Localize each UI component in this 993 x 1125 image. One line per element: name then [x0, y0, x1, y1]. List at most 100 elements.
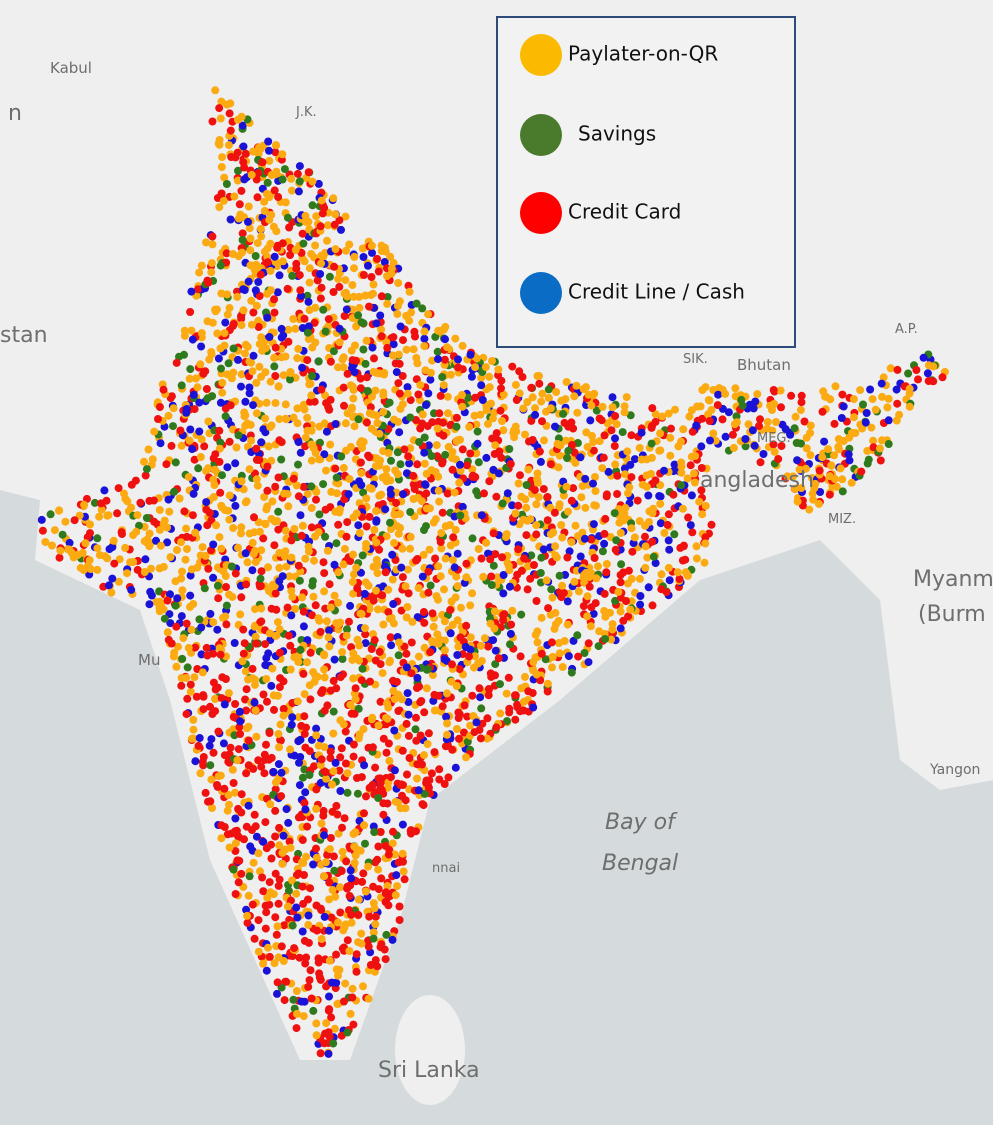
- location-dot: [209, 540, 218, 549]
- location-dot: [202, 498, 211, 507]
- location-dot: [527, 551, 536, 560]
- location-dot: [340, 997, 348, 1006]
- location-dot: [284, 631, 293, 640]
- location-dot: [257, 232, 266, 241]
- location-dot: [237, 477, 246, 486]
- location-dot: [574, 652, 583, 661]
- location-dot: [215, 457, 224, 466]
- location-dot: [271, 343, 280, 352]
- location-dot: [385, 614, 394, 623]
- location-dot: [686, 521, 695, 530]
- location-dot: [273, 978, 282, 987]
- location-dot: [456, 466, 465, 475]
- location-dot: [499, 426, 508, 435]
- location-dot: [249, 308, 258, 317]
- location-dot: [361, 839, 369, 848]
- location-dot: [686, 461, 695, 470]
- location-dot: [426, 375, 435, 384]
- location-dot: [687, 491, 696, 500]
- location-dot: [294, 869, 303, 878]
- location-dot: [361, 578, 370, 587]
- location-dot: [204, 464, 212, 473]
- location-dot: [387, 525, 395, 534]
- location-dot: [308, 372, 317, 380]
- location-dot: [687, 452, 696, 461]
- location-dot: [313, 276, 322, 285]
- location-dot: [651, 559, 660, 568]
- location-dot: [511, 509, 520, 518]
- location-dot: [237, 523, 246, 532]
- location-dot: [220, 751, 229, 760]
- location-dot: [893, 399, 902, 408]
- location-dot: [241, 349, 249, 358]
- location-dot: [443, 689, 451, 698]
- location-dot: [398, 695, 406, 704]
- location-dot: [301, 805, 310, 814]
- location-dot: [488, 434, 497, 443]
- location-dot: [607, 635, 616, 644]
- location-dot: [312, 1031, 321, 1040]
- location-dot: [448, 620, 457, 629]
- location-dot: [329, 707, 338, 716]
- location-dot: [266, 800, 275, 809]
- location-dot: [312, 212, 321, 221]
- location-dot: [132, 527, 141, 536]
- location-dot: [876, 456, 885, 465]
- location-dot: [309, 1006, 318, 1015]
- location-dot: [218, 673, 227, 682]
- location-dot: [268, 497, 277, 506]
- location-dot: [216, 650, 225, 659]
- location-dot: [359, 345, 368, 354]
- location-dot: [231, 814, 240, 823]
- location-dot: [491, 441, 500, 450]
- location-dot: [382, 465, 391, 474]
- location-dot: [234, 804, 243, 813]
- location-dot: [154, 415, 162, 423]
- location-dot: [546, 610, 555, 619]
- location-dot: [383, 299, 392, 308]
- location-dot: [404, 710, 413, 719]
- location-dot: [365, 605, 374, 613]
- location-dot: [683, 474, 692, 483]
- location-dot: [892, 385, 901, 394]
- location-dot: [392, 522, 401, 531]
- location-dot: [188, 511, 197, 520]
- location-dot: [384, 739, 393, 748]
- location-dot: [323, 236, 331, 245]
- location-dot: [316, 975, 325, 984]
- location-dot: [244, 217, 252, 226]
- location-dot: [281, 547, 290, 556]
- location-dot: [229, 344, 238, 353]
- location-dot: [257, 604, 266, 613]
- location-dot: [201, 788, 210, 797]
- location-dot: [533, 469, 542, 478]
- location-dot: [347, 709, 356, 718]
- location-dot: [348, 984, 357, 993]
- location-dot: [305, 306, 314, 314]
- location-dot: [372, 319, 381, 328]
- location-dot: [529, 703, 538, 712]
- location-dot: [423, 740, 432, 748]
- location-dot: [413, 760, 422, 769]
- location-dot: [245, 383, 254, 392]
- location-dot: [392, 677, 401, 686]
- location-dot: [314, 179, 323, 188]
- location-dot: [231, 788, 239, 797]
- location-dot: [857, 467, 866, 476]
- location-dot: [359, 271, 368, 279]
- location-dot: [235, 200, 244, 209]
- location-dot: [628, 547, 637, 556]
- location-dot: [238, 657, 247, 666]
- location-dot: [815, 466, 824, 475]
- location-dot: [264, 649, 273, 658]
- location-dot: [602, 560, 611, 568]
- location-dot: [692, 542, 701, 551]
- location-dot: [292, 1024, 301, 1033]
- location-dot: [559, 409, 568, 418]
- location-dot: [548, 663, 556, 672]
- location-dot: [602, 568, 611, 577]
- location-dot: [185, 436, 194, 445]
- location-dot: [301, 788, 310, 797]
- location-dot: [113, 509, 122, 518]
- location-dot: [215, 104, 224, 113]
